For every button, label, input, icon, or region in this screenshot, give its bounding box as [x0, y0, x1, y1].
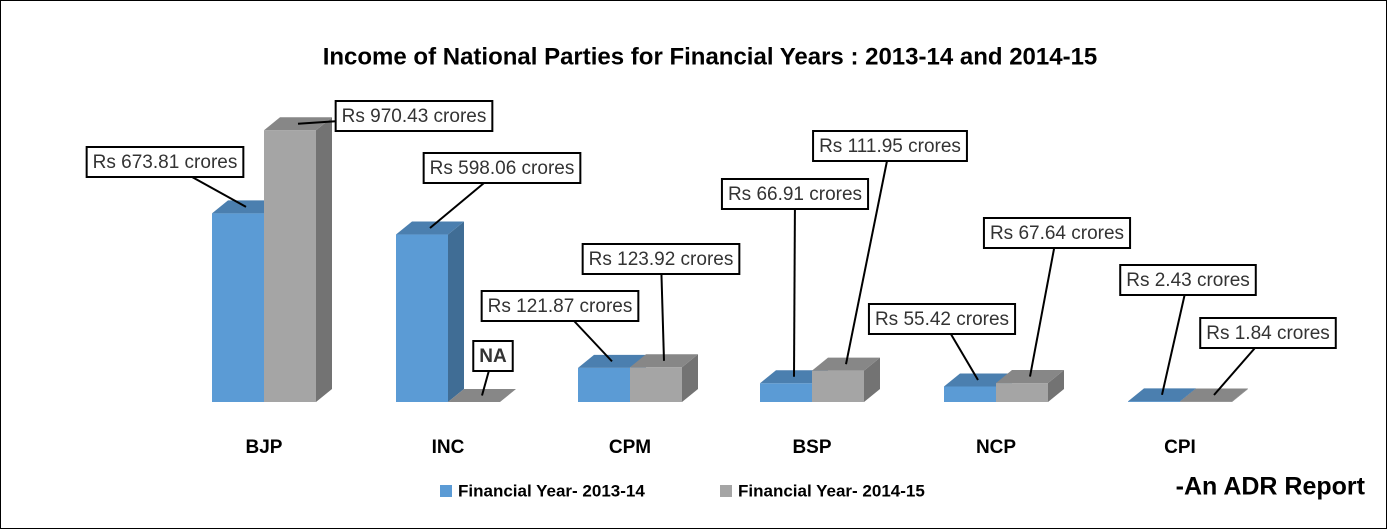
- legend-label: Financial Year- 2013-14: [458, 481, 645, 500]
- bar-side: [864, 357, 880, 402]
- label-box: [982, 217, 1132, 249]
- bar: [760, 383, 812, 402]
- data-label: Rs 123.92 crores: [589, 249, 734, 270]
- leader-line: [191, 176, 247, 208]
- x-tick-label: CPI: [1164, 437, 1196, 458]
- x-tick-label: NCP: [976, 437, 1016, 458]
- label-box: [1119, 264, 1257, 296]
- x-tick-label: CPM: [609, 437, 651, 458]
- x-tick-label: BJP: [246, 437, 283, 458]
- bar: [212, 213, 264, 402]
- chart-title: Income of National Parties for Financial…: [323, 43, 1098, 70]
- bar-side: [1048, 370, 1064, 402]
- bar: [396, 234, 448, 402]
- data-label: Rs 673.81 crores: [93, 152, 238, 173]
- label-box: [85, 146, 245, 178]
- bar-side: [682, 354, 698, 402]
- bar: [812, 370, 864, 402]
- leader-line: [429, 182, 485, 229]
- leader-line: [949, 333, 979, 381]
- label-box: [1199, 317, 1337, 349]
- label-box: [720, 178, 870, 210]
- leader-line: [793, 208, 796, 377]
- label-box: [867, 303, 1017, 335]
- label-box: [812, 130, 968, 162]
- bar: [944, 386, 996, 402]
- bar: [996, 383, 1048, 402]
- leader-line: [573, 320, 613, 363]
- bar: [1180, 401, 1232, 402]
- data-label: Rs 2.43 crores: [1126, 270, 1250, 291]
- bar: [1128, 401, 1180, 402]
- bar: [630, 367, 682, 402]
- leader-line: [1029, 247, 1056, 377]
- legend-label: Financial Year- 2014-15: [738, 481, 925, 500]
- label-box: [480, 290, 640, 322]
- label-box: [581, 243, 741, 275]
- data-label: Rs 598.06 crores: [430, 158, 575, 179]
- x-tick-label: BSP: [792, 437, 831, 458]
- data-label: Rs 970.43 crores: [342, 106, 487, 127]
- x-tick-label: INC: [432, 437, 465, 458]
- label-box: [472, 340, 514, 372]
- data-label: Rs 55.42 crores: [875, 309, 1009, 330]
- legend-swatch: [440, 485, 452, 497]
- leader-line: [481, 370, 490, 396]
- data-label: Rs 1.84 crores: [1206, 323, 1330, 344]
- bar: [578, 367, 630, 402]
- leader-line: [1213, 347, 1256, 396]
- leader-line: [297, 120, 336, 125]
- label-box: [334, 100, 494, 132]
- leader-line: [660, 273, 665, 361]
- data-label: Rs 121.87 crores: [488, 296, 633, 317]
- legend-swatch: [720, 485, 732, 497]
- leader-line: [1161, 294, 1186, 396]
- data-label: Rs 111.95 crores: [819, 136, 961, 157]
- data-label: NA: [479, 346, 507, 367]
- bar-side: [448, 221, 464, 402]
- bar-side: [1232, 388, 1248, 402]
- bar: [264, 130, 316, 402]
- bar-side: [316, 117, 332, 402]
- annotation: -An ADR Report: [1176, 473, 1366, 501]
- leader-line: [845, 160, 888, 365]
- data-label: Rs 66.91 crores: [728, 184, 862, 205]
- data-label: Rs 67.64 crores: [990, 223, 1124, 244]
- label-box: [422, 152, 582, 184]
